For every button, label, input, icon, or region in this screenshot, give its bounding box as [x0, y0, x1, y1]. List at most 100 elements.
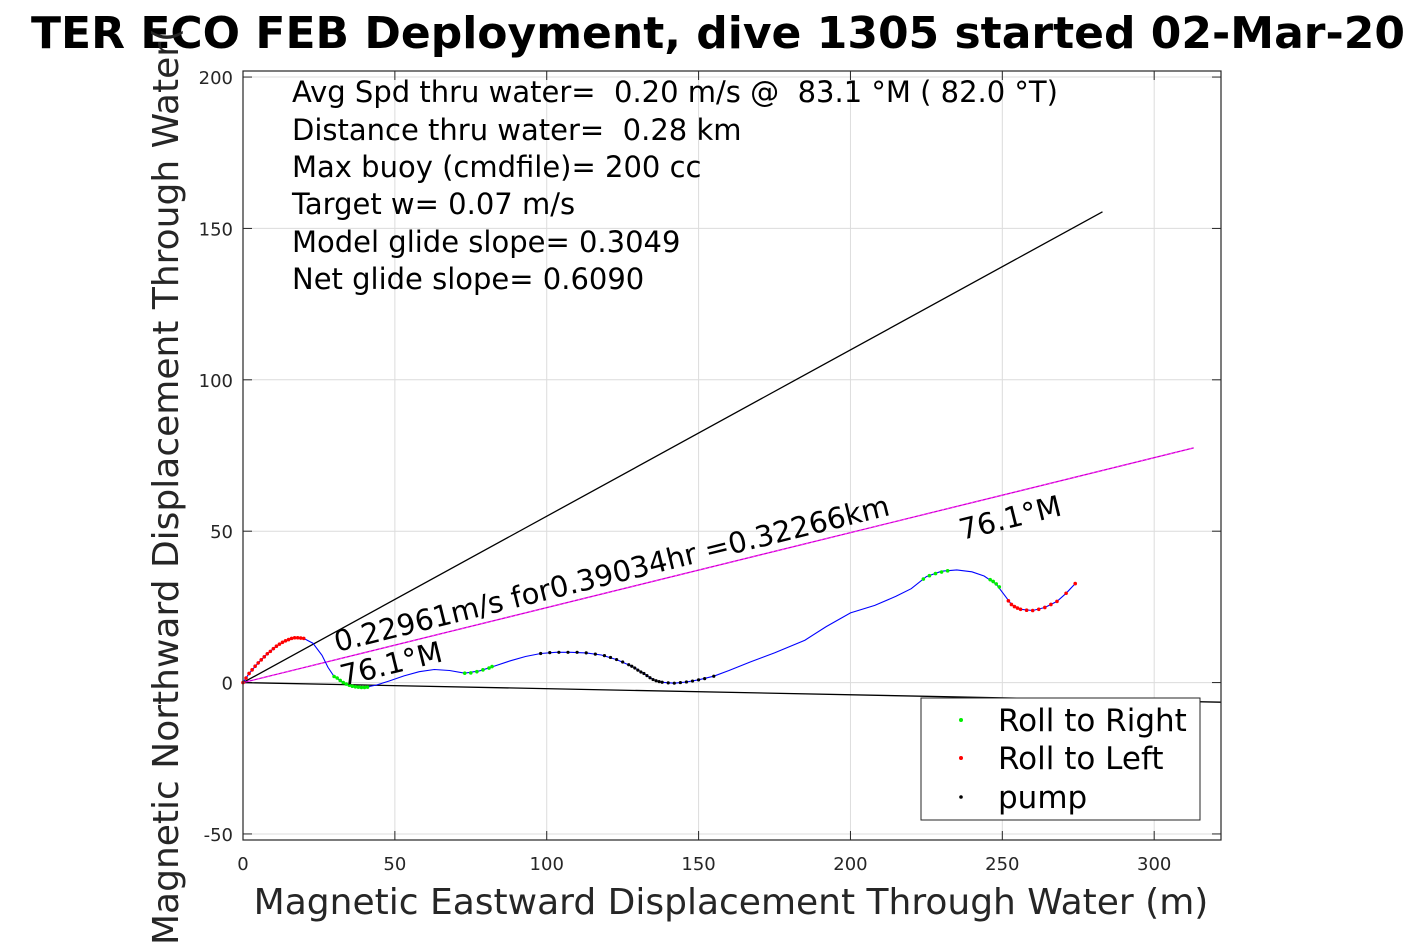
pump-point: [602, 654, 607, 658]
legend-label-pump: pump: [998, 780, 1087, 816]
pump-point: [672, 681, 676, 685]
roll-left-point: [1073, 581, 1078, 586]
y-tick-label: 0: [222, 674, 233, 695]
legend-box: [920, 697, 1201, 821]
pump-point: [621, 660, 625, 664]
roll-left-point: [247, 671, 251, 676]
pump-point: [636, 668, 640, 672]
roll-left-point: [1015, 606, 1020, 610]
roll-right-point: [344, 682, 349, 686]
roll-left-point: [1024, 608, 1029, 613]
pump-point: [684, 680, 689, 684]
model-glide-line: [242, 211, 1103, 684]
roll-left-point: [301, 636, 306, 641]
roll-right-point: [939, 570, 944, 574]
pump-point: [557, 650, 561, 654]
roll-right-point: [462, 671, 467, 675]
roll-left-point: [1055, 599, 1059, 604]
roll-right-point: [338, 678, 342, 683]
roll-right-point: [365, 685, 370, 689]
roll-right-point: [933, 571, 938, 576]
pump-point: [575, 650, 579, 654]
legend-label-roll-right: Roll to Right: [998, 703, 1187, 739]
chart-title: TER ECO FEB Deployment, dive 1305 starte…: [31, 8, 1405, 59]
roll-right-point: [356, 685, 361, 689]
pump-point: [712, 674, 716, 678]
roll-left-point: [244, 676, 248, 680]
roll-left-point: [253, 664, 257, 669]
pump-point: [648, 676, 652, 680]
roll-left-point: [286, 637, 291, 642]
legend-marker-pump: [959, 795, 963, 799]
pump-point: [645, 674, 649, 678]
roll-left-point: [259, 658, 264, 662]
roll-right-point: [945, 569, 950, 573]
x-tick-label: 0: [237, 854, 248, 875]
y-tick-label: -50: [204, 825, 233, 846]
roll-left-point: [283, 638, 288, 643]
x-tick-label: 100: [530, 854, 564, 875]
pump-point: [696, 678, 701, 682]
x-tick-label: 300: [1137, 854, 1171, 875]
roll-right-point: [332, 674, 336, 679]
current-line-dots: [242, 447, 1194, 684]
roll-left-point: [1030, 608, 1035, 613]
annotation-avg-speed: Avg Spd thru water= 0.20 m/s @ 83.1 °M (…: [292, 75, 1058, 109]
annotation-target-w: Target w= 0.07 m/s: [291, 187, 575, 221]
roll-left-point: [265, 652, 270, 656]
roll-right-point: [991, 579, 996, 584]
roll-right-point: [997, 585, 1002, 589]
pump-point: [703, 677, 707, 681]
pump-point: [548, 650, 552, 655]
roll-right-point: [350, 684, 355, 688]
pump-point: [666, 681, 670, 685]
legend-marker-roll-right: [959, 718, 963, 722]
roll-right-point: [359, 685, 364, 690]
annotation-model-glide: Model glide slope= 0.3049: [292, 225, 680, 259]
roll-left-point: [298, 636, 303, 640]
roll-left-point: [250, 668, 254, 672]
roll-left-point: [274, 644, 279, 649]
roll-left-point: [1009, 602, 1014, 607]
pump-point: [566, 650, 570, 654]
roll-left-point: [289, 636, 294, 641]
pump-point: [584, 651, 588, 655]
y-tick-label: 50: [210, 522, 233, 543]
roll-right-point: [481, 668, 485, 672]
roll-right-point: [994, 582, 999, 586]
pump-point: [593, 652, 597, 656]
legend: Roll to Right Roll to Left pump: [920, 697, 1201, 821]
roll-right-point: [988, 577, 992, 582]
roll-left-point: [256, 661, 260, 665]
x-tick-label: 150: [681, 854, 715, 875]
roll-left-point: [1018, 607, 1023, 612]
annotation-net-glide: Net glide slope= 0.6090: [292, 262, 644, 296]
pump-point: [678, 680, 682, 685]
y-tick-label: 150: [199, 219, 233, 240]
roll-right-point: [921, 577, 926, 581]
pump-point: [539, 651, 543, 656]
series-lines: [242, 211, 1222, 703]
axes-box: [242, 70, 1222, 841]
pump-point: [642, 671, 646, 676]
roll-left-point: [262, 655, 267, 659]
legend-label-roll-left: Roll to Left: [998, 741, 1164, 777]
pump-point: [633, 666, 637, 670]
x-axis-label: Magnetic Eastward Displacement Through W…: [254, 882, 1209, 923]
roll-left-point: [295, 635, 300, 640]
roll-right-point: [341, 680, 346, 685]
annotation-max-buoy: Max buoy (cmdfile)= 200 cc: [292, 150, 701, 184]
roll-left-point: [1049, 602, 1053, 607]
roll-left-point: [268, 649, 273, 654]
series-markers: [241, 569, 1078, 690]
x-tick-label: 250: [985, 854, 1019, 875]
pump-point: [630, 664, 634, 668]
roll-left-point: [1006, 599, 1011, 603]
roll-left-point: [1064, 591, 1068, 596]
roll-left-point: [1036, 607, 1041, 612]
info-annotations: Avg Spd thru water= 0.20 m/s @ 83.1 °M (…: [291, 75, 1058, 296]
roll-left-point: [280, 640, 285, 645]
pump-point: [660, 680, 664, 684]
pump-point: [654, 679, 658, 683]
